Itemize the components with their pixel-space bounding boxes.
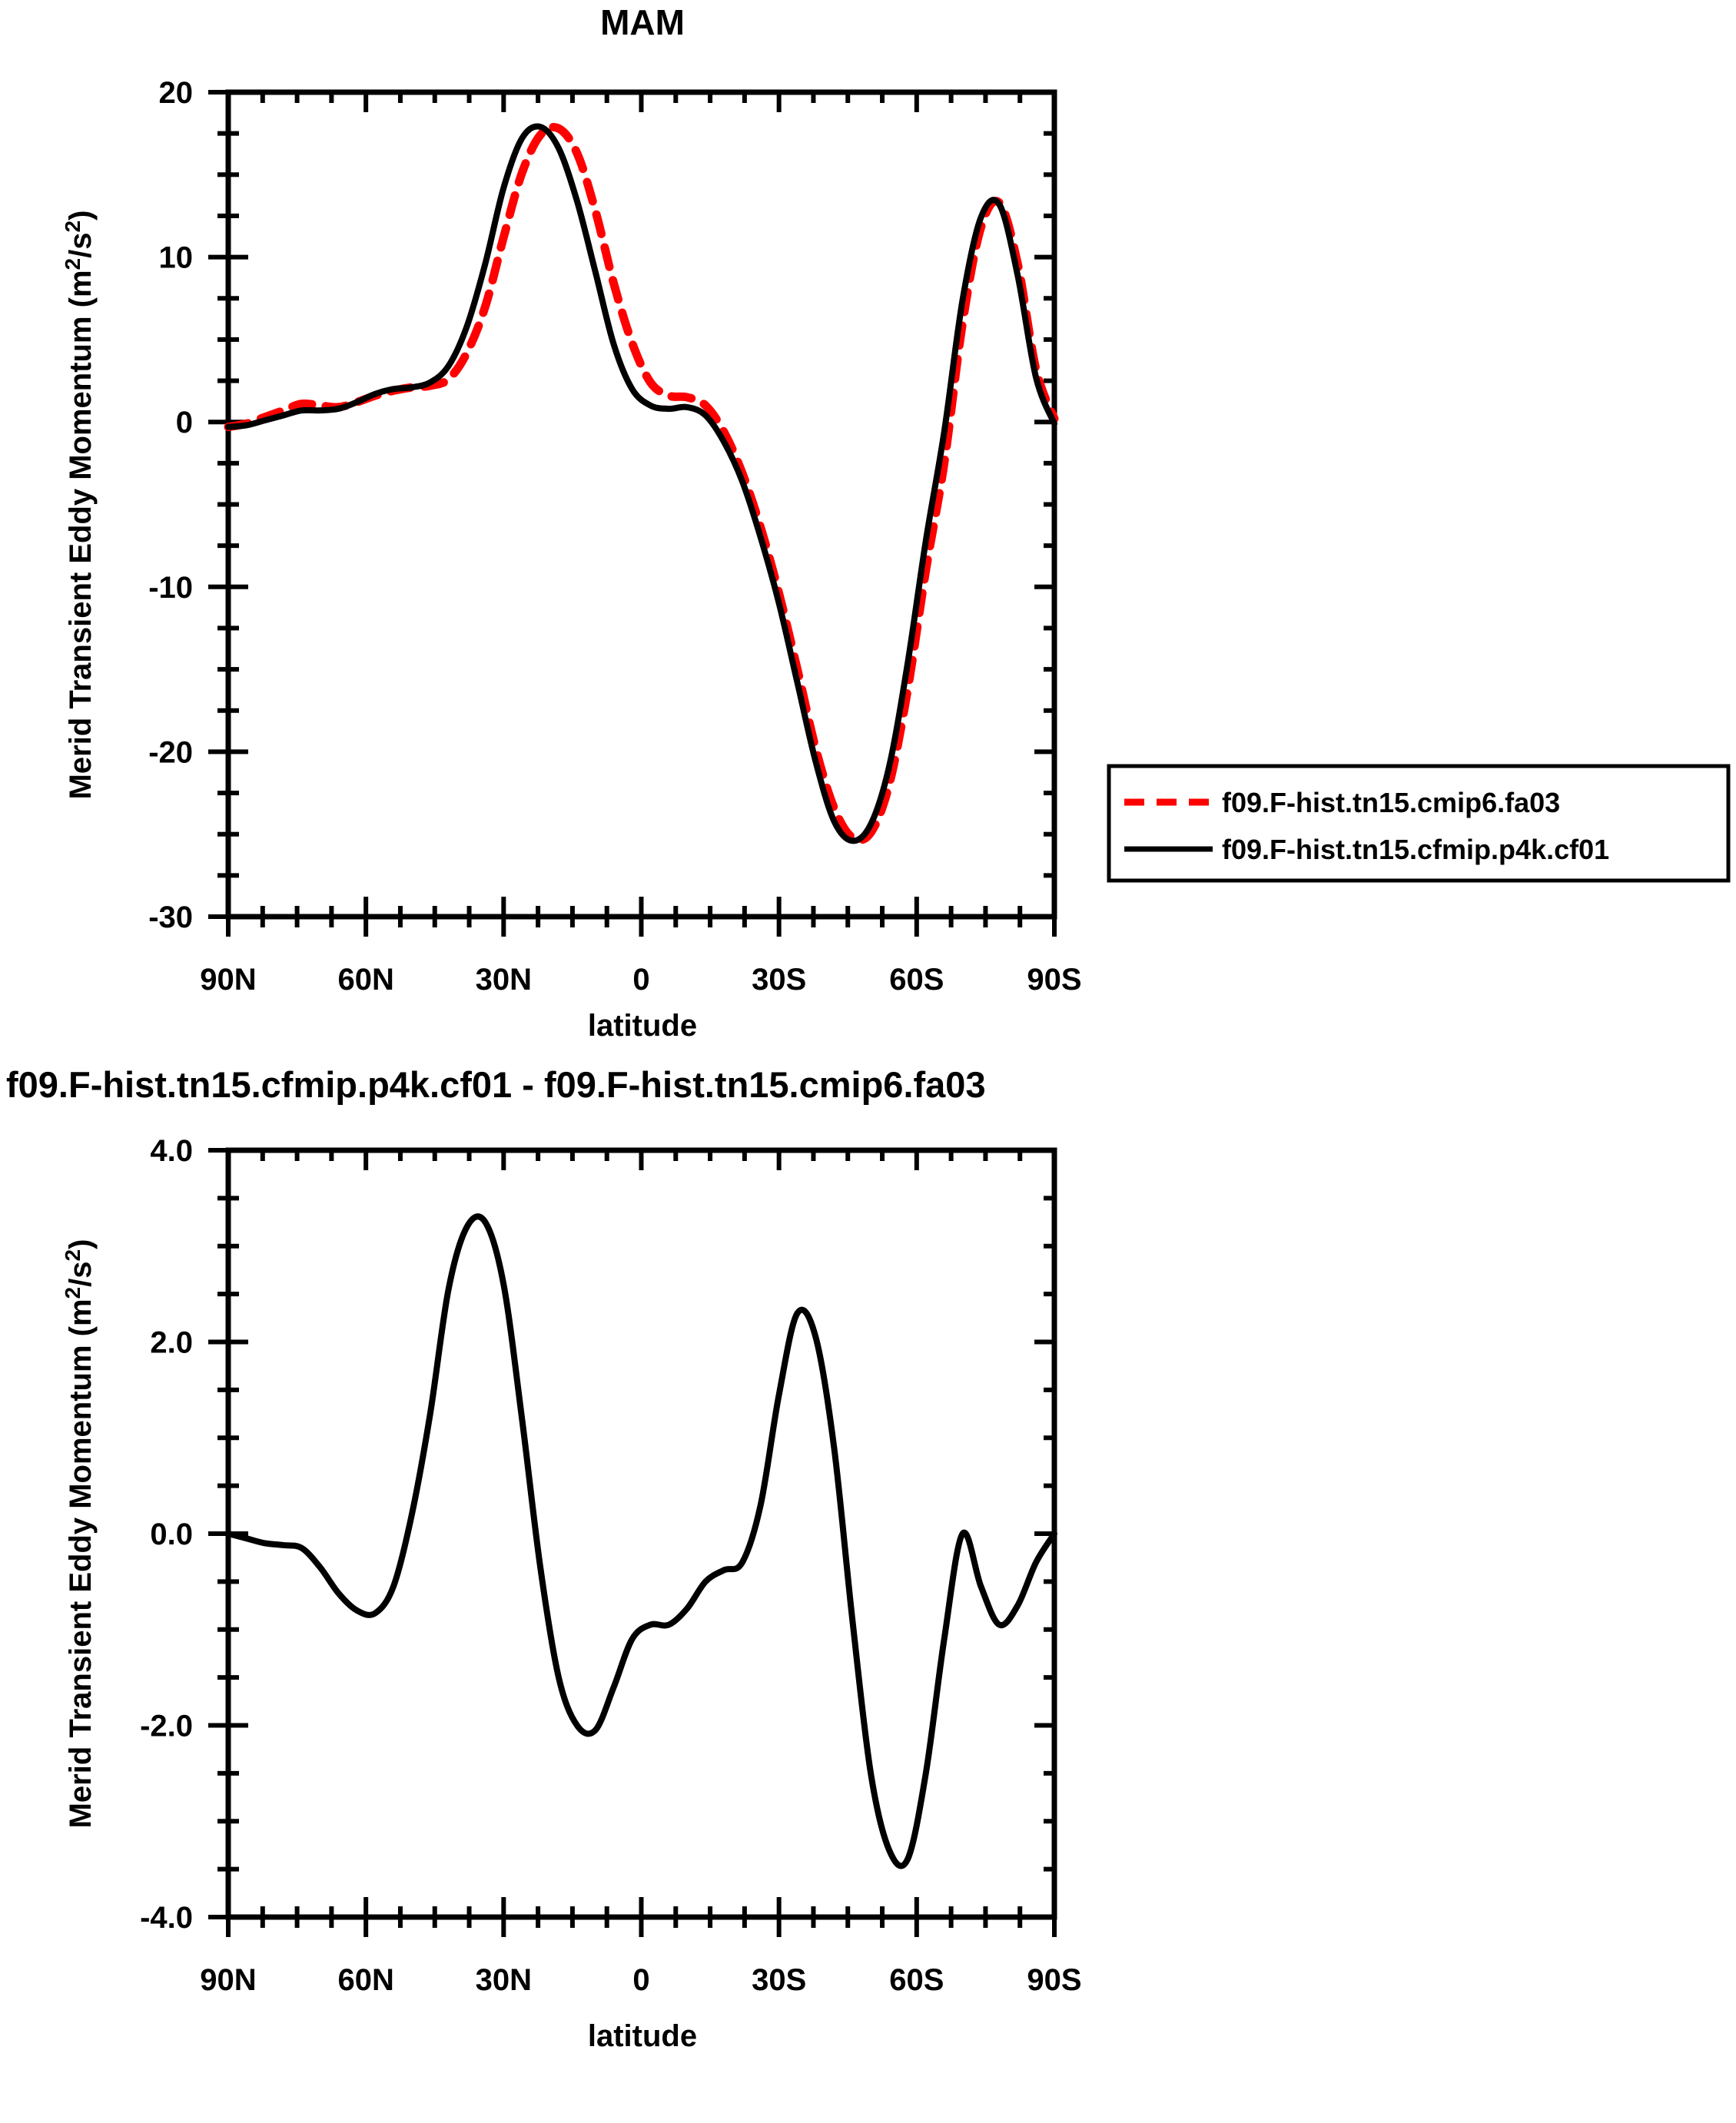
bottom-panel-title: f09.F-hist.tn15.cfmip.p4k.cf01 - f09.F-h… xyxy=(6,1064,986,1105)
top-panel-xtick-label: 90N xyxy=(200,963,256,997)
bottom-panel-xtick-label: 30N xyxy=(476,1963,532,1997)
top-panel-ytick-label: 10 xyxy=(159,241,194,275)
top-panel-ylabel: Merid Transient Eddy Momentum (m2/s2) xyxy=(61,211,98,800)
top-panel-ytick-label: -30 xyxy=(148,901,193,934)
top-panel-xtick-label: 60S xyxy=(889,963,944,997)
bottom-panel-xtick-label: 60N xyxy=(337,1963,393,1997)
top-panel-xtick-label: 0 xyxy=(632,963,649,997)
top-panel-xtick-label: 30N xyxy=(476,963,532,997)
legend-label-cfmip-p4k-cf01: f09.F-hist.tn15.cfmip.p4k.cf01 xyxy=(1222,834,1609,865)
bottom-panel-ylabel: Merid Transient Eddy Momentum (m2/s2) xyxy=(61,1239,98,1829)
top-panel-ytick-label: 0 xyxy=(176,406,193,440)
bottom-panel-xlabel: latitude xyxy=(588,2019,697,2053)
bottom-panel-ticks xyxy=(208,1148,1057,1937)
top-panel-ytick-label: 20 xyxy=(159,76,194,110)
top-panel-series-1 xyxy=(225,123,1057,844)
bottom-panel-tick-labels: 90N 60N 30N 0 30S 60S 90S 4.0 2.0 0.0 -2.0 -4.0 xyxy=(140,1134,1082,1997)
top-panel-xtick-label: 60N xyxy=(337,963,393,997)
bottom-panel-xtick-label: 60S xyxy=(889,1963,944,1997)
bottom-panel-series-0 xyxy=(225,1213,1057,1869)
top-panel-xlabel: latitude xyxy=(588,1009,697,1043)
top-panel-title: MAM xyxy=(600,2,685,42)
top-panel-tick-labels: 90N 60N 30N 0 30S 60S 90S 20 10 0 -10 -20 -30 xyxy=(148,76,1081,997)
bottom-panel-xtick-label: 90S xyxy=(1027,1963,1081,1997)
bottom-panel-xtick-label: 0 xyxy=(632,1963,649,1997)
bottom-panel-ytick-label: -4.0 xyxy=(140,1901,193,1935)
bottom-panel-xtick-label: 90N xyxy=(200,1963,256,1997)
top-panel-ytick-label: -20 xyxy=(148,735,193,769)
bottom-panel-ytick-label: 4.0 xyxy=(150,1134,193,1168)
legend-box xyxy=(1107,764,1731,883)
bottom-panel-ytick-label: -2.0 xyxy=(140,1710,193,1743)
top-panel-xtick-label: 30S xyxy=(752,963,806,997)
bottom-panel: 90N 60N 30N 0 30S 60S 90S 4.0 2.0 0.0 -2.0 -4.0 Mer… xyxy=(61,1134,1082,2053)
bottom-panel-ytick-label: 2.0 xyxy=(150,1326,193,1360)
top-panel-ticks xyxy=(208,90,1057,937)
top-panel: 90N 60N 30N 0 30S 60S 90S 20 10 0 -10 -20 -30 Merid … xyxy=(61,76,1082,1043)
top-panel-xtick-label: 90S xyxy=(1027,963,1081,997)
bottom-panel-ytick-label: 0.0 xyxy=(150,1518,193,1551)
bottom-panel-xtick-label: 30S xyxy=(752,1963,806,1997)
legend: f09.F-hist.tn15.cmip6.fa03 f09.F-hist.tn… xyxy=(1107,764,1731,883)
top-panel-curves xyxy=(224,123,1059,844)
bottom-panel-curves xyxy=(225,1213,1057,1869)
top-panel-ytick-label: -10 xyxy=(148,571,193,605)
legend-label-cmip6-fa03: f09.F-hist.tn15.cmip6.fa03 xyxy=(1222,787,1560,818)
